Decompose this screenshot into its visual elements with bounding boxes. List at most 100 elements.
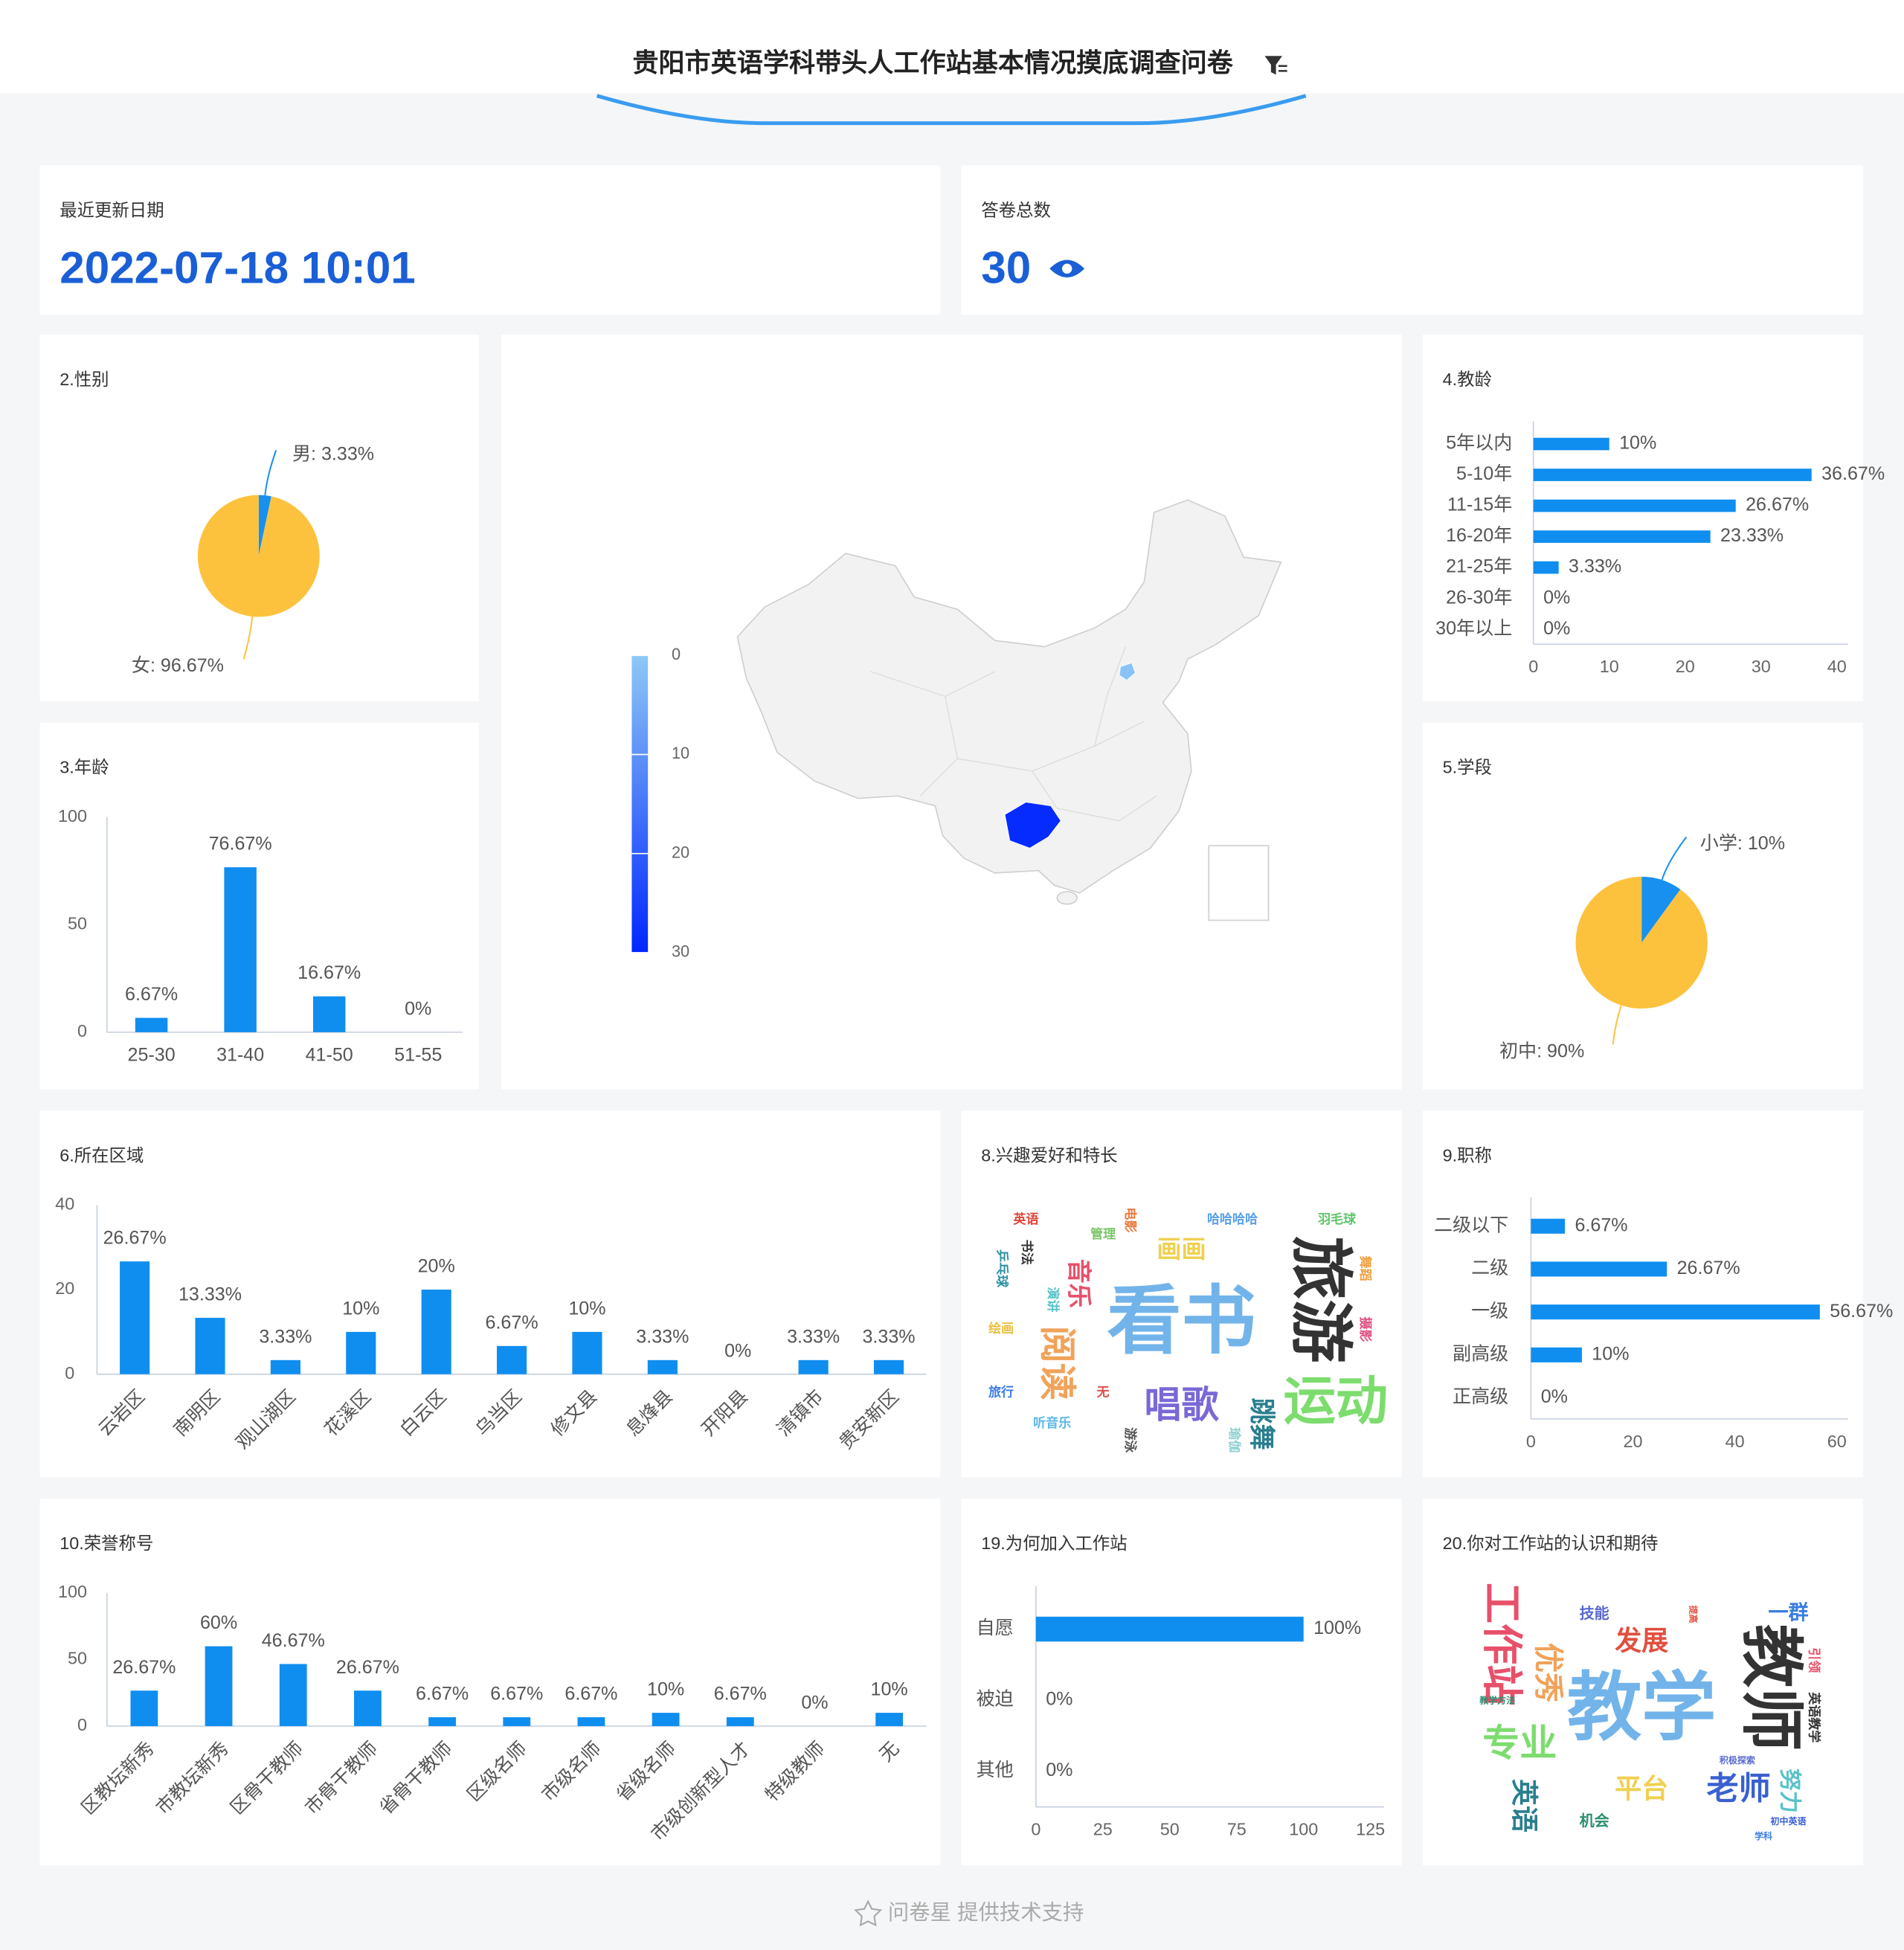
header-bar — [0, 0, 1904, 94]
x-tick-label: 75 — [1227, 1820, 1247, 1839]
data-label: 76.67% — [209, 834, 272, 855]
card — [961, 1498, 1402, 1866]
bar — [270, 1359, 300, 1374]
data-label: 6.67% — [490, 1684, 543, 1705]
bar — [875, 1713, 904, 1726]
x-tick-label: 60 — [1827, 1432, 1847, 1451]
bar — [726, 1717, 754, 1726]
chart-card: 2.性别男: 3.33% 女: 96.67% — [39, 334, 479, 702]
x-tick-label: 51-55 — [394, 1044, 442, 1065]
word: 初中英语 — [1770, 1815, 1806, 1827]
bar — [205, 1646, 233, 1726]
x-tick-label: 40 — [1827, 657, 1847, 676]
color-bar-label: 10 — [672, 744, 689, 762]
bar — [312, 996, 346, 1032]
word: 教学方法 — [1479, 1695, 1515, 1706]
y-tick-label: 正高级 — [1453, 1386, 1508, 1407]
y-tick-label: 50 — [68, 913, 87, 933]
word: 平台 — [1615, 1773, 1668, 1803]
chart-card: 4.教龄 0 10 20 30 40 5年以内 10% 5-10年 36.67% 11-15年 26.… — [1422, 334, 1885, 702]
bar — [346, 1331, 376, 1374]
bar — [1531, 1347, 1582, 1362]
y-tick-label: 11-15年 — [1447, 495, 1512, 515]
data-label: 26.67% — [336, 1657, 399, 1678]
bar — [647, 1359, 678, 1374]
word: 发展 — [1615, 1625, 1668, 1655]
word: 工作站 — [1479, 1583, 1525, 1705]
y-tick-label: 26-30年 — [1446, 587, 1512, 608]
y-tick-label: 被迫 — [977, 1688, 1014, 1709]
chart-title: 2.性别 — [60, 370, 109, 389]
y-tick-label: 40 — [55, 1194, 74, 1214]
card — [39, 722, 479, 1090]
stat-card — [39, 165, 941, 315]
word: 教师 — [1735, 1624, 1806, 1751]
word: 机会 — [1580, 1812, 1609, 1830]
y-tick-label: 其他 — [977, 1760, 1014, 1780]
x-tick-label: 0 — [1528, 657, 1538, 676]
card — [39, 1498, 941, 1866]
word: 羽毛球 — [1318, 1211, 1357, 1226]
bar — [1533, 469, 1812, 481]
data-label: 6.67% — [416, 1684, 469, 1705]
data-label: 10% — [1619, 433, 1656, 454]
bar — [130, 1690, 158, 1726]
word: 看书 — [1107, 1280, 1256, 1363]
word: 教学 — [1567, 1667, 1717, 1750]
data-label: 6.67% — [565, 1684, 617, 1705]
data-label: 46.67% — [262, 1630, 325, 1651]
stat-card — [961, 165, 1863, 315]
bar — [224, 867, 257, 1032]
y-tick-label: 自愿 — [977, 1618, 1014, 1638]
data-label: 0% — [724, 1340, 751, 1361]
word: 一群 — [1768, 1601, 1808, 1624]
color-bar-label: 0 — [672, 645, 681, 663]
china-outline — [736, 499, 1282, 894]
x-tick-label: 40 — [1726, 1432, 1745, 1451]
word: 摄影 — [1358, 1316, 1373, 1342]
x-tick-label: 20 — [1623, 1432, 1642, 1451]
word: 努力 — [1778, 1769, 1803, 1813]
x-tick-label: 0 — [1526, 1432, 1536, 1451]
y-tick-label: 0 — [77, 1021, 87, 1040]
word: 哈哈哈哈 — [1207, 1211, 1258, 1226]
y-tick-label: 21-25年 — [1446, 556, 1512, 577]
bar — [1531, 1261, 1667, 1277]
data-label: 10% — [871, 1679, 908, 1700]
footer: 问卷星 提供技术支持 — [854, 1899, 1084, 1927]
y-tick-label: 30年以上 — [1435, 618, 1512, 639]
x-tick-label: 30 — [1752, 657, 1771, 676]
color-bar-label: 20 — [672, 843, 689, 861]
word: 管理 — [1090, 1226, 1116, 1241]
leader-line — [1612, 1005, 1622, 1045]
y-tick-label: 0 — [77, 1715, 87, 1734]
word: 老师 — [1706, 1771, 1770, 1806]
word: 音乐 — [1064, 1259, 1092, 1308]
data-label: 6.67% — [125, 984, 178, 1005]
data-label: 6.67% — [714, 1684, 767, 1705]
word: 旅游 — [1285, 1236, 1356, 1363]
pie-slice — [1641, 876, 1681, 943]
data-label: 60% — [200, 1612, 237, 1633]
chart-title: 8.兴趣爱好和特长 — [981, 1145, 1117, 1165]
data-label: 26.67% — [112, 1657, 176, 1678]
stat-label: 最近更新日期 — [60, 201, 164, 220]
y-tick-label: 100 — [58, 806, 87, 826]
word: 瑜伽 — [1227, 1427, 1242, 1452]
x-tick-label: 10 — [1600, 657, 1619, 676]
x-tick-label: 25 — [1093, 1820, 1113, 1839]
bar — [428, 1717, 456, 1726]
data-label: 26.67% — [103, 1228, 167, 1249]
word: 运动 — [1284, 1371, 1388, 1430]
data-label: 小学: 10% — [1700, 833, 1785, 854]
y-tick-label: 二级以下 — [1434, 1214, 1508, 1235]
data-label: 3.33% — [787, 1326, 840, 1347]
card — [961, 1110, 1402, 1478]
chart-card: 3.年龄 0 50 100 6.67% 25-30 76.67% 31-40 16.67% 41-… — [39, 722, 479, 1090]
filter-icon[interactable] — [1264, 56, 1287, 75]
eye-icon[interactable] — [1049, 260, 1085, 277]
word: 阅读 — [1037, 1326, 1078, 1400]
